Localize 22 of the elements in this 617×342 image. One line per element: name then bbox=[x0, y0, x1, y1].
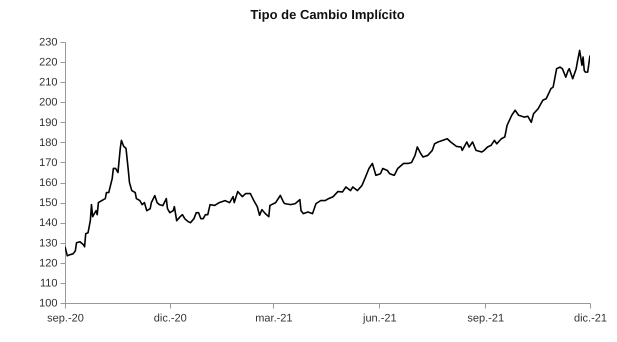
y-tick-label: 160 bbox=[39, 177, 58, 190]
y-tick-label: 210 bbox=[39, 76, 58, 89]
x-tick-label: dic.-21 bbox=[574, 312, 608, 324]
x-tick-label: sep.-21 bbox=[467, 312, 504, 324]
y-tick-label: 130 bbox=[39, 237, 58, 250]
y-tick-label: 200 bbox=[39, 96, 58, 109]
line-series bbox=[65, 50, 590, 257]
y-tick-label: 220 bbox=[39, 56, 58, 69]
y-tick-label: 140 bbox=[39, 217, 58, 230]
y-tick-label: 120 bbox=[39, 257, 58, 270]
x-tick-label: jun.-21 bbox=[362, 312, 397, 324]
y-tick-label: 170 bbox=[39, 156, 58, 169]
x-tick-label: dic.-20 bbox=[154, 312, 187, 324]
y-tick-label: 230 bbox=[39, 36, 58, 48]
y-tick-label: 110 bbox=[40, 277, 58, 290]
y-tick-label: 150 bbox=[39, 197, 58, 210]
y-tick-label: 100 bbox=[39, 298, 58, 310]
x-tick-label: sep.-20 bbox=[47, 312, 84, 324]
y-tick-label: 190 bbox=[39, 116, 58, 129]
y-tick-label: 180 bbox=[39, 136, 58, 149]
x-tick-label: mar.-21 bbox=[255, 312, 293, 324]
chart-title: Tipo de Cambio Implícito bbox=[250, 7, 405, 22]
